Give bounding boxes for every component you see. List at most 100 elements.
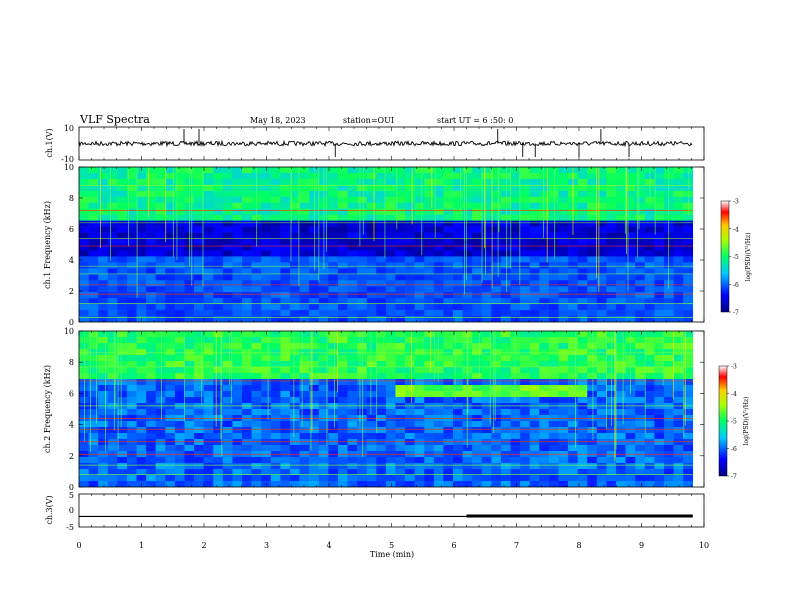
spectrogram-cell xyxy=(174,349,185,356)
spectrogram-cell xyxy=(481,280,492,287)
spectrogram-cell xyxy=(309,208,320,215)
spectrogram-cell xyxy=(337,167,348,174)
spectrogram-cell xyxy=(663,292,674,299)
spectrogram-cell xyxy=(146,256,157,263)
spectrogram-cell xyxy=(357,172,367,180)
ch1-xticks xyxy=(78,127,705,160)
spectrogram-cell xyxy=(174,481,185,487)
spectrogram-cell xyxy=(337,172,348,180)
spectrogram-cell xyxy=(500,280,511,287)
spectrogram-cell xyxy=(529,214,540,221)
spectrogram-cell xyxy=(98,298,109,305)
spectrogram-cell xyxy=(146,292,157,299)
spectrogram-cell xyxy=(424,469,435,476)
spectrogram-cell xyxy=(270,268,281,275)
spectrogram-cell xyxy=(203,232,214,239)
spectrogram-cell xyxy=(481,355,492,362)
spectrogram-cell xyxy=(424,421,435,428)
spectrogram-cell xyxy=(117,202,128,210)
spectrogram-cell xyxy=(548,190,559,198)
spectrogram-cell xyxy=(194,427,204,434)
spectrogram-cell xyxy=(683,385,694,392)
spectrogram-cell xyxy=(453,349,463,356)
spectrogram-cell xyxy=(453,463,463,470)
spectrogram-cell xyxy=(117,379,128,386)
spectrogram-cell xyxy=(174,433,185,440)
spectrogram-cell xyxy=(539,379,550,386)
spectrogram-cell xyxy=(529,316,540,322)
spectrogram-cell xyxy=(596,427,607,434)
spectrogram-cell xyxy=(462,304,473,311)
spectrogram-cell xyxy=(548,457,559,464)
spectrogram-cell xyxy=(366,463,377,470)
spectrogram-cell xyxy=(635,292,646,299)
spectrogram-cell xyxy=(587,286,598,293)
spectrogram-cell xyxy=(433,196,444,204)
spectrogram-cell xyxy=(453,409,463,416)
spectrogram-cell xyxy=(270,172,281,180)
spectrogram-cell xyxy=(155,167,166,174)
spectrogram-cell xyxy=(155,262,166,269)
spectrogram-cell xyxy=(289,256,300,263)
spectrogram-cell xyxy=(107,457,118,464)
spectrogram-cell xyxy=(270,316,281,322)
spectrogram-cell xyxy=(270,337,281,344)
spectrogram-cell xyxy=(146,172,157,180)
spectrogram-cell xyxy=(213,343,224,350)
spectrogram-cell xyxy=(146,167,157,174)
spectrogram-cell xyxy=(318,445,329,452)
spectrogram-cell xyxy=(357,268,367,275)
spectrogram-cell xyxy=(577,238,588,245)
y-tick-label: 10 xyxy=(64,327,74,336)
spectrogram-cell xyxy=(500,439,511,446)
spectrogram-cell xyxy=(558,427,569,434)
spectrogram-cell xyxy=(558,361,569,368)
spectrogram-cell xyxy=(385,457,396,464)
spectrogram-cell xyxy=(644,262,655,269)
spectrogram-cell xyxy=(126,286,137,293)
spectrogram-cell xyxy=(405,226,415,233)
spectrogram-cell xyxy=(194,214,204,221)
spectrogram-cell xyxy=(395,409,406,416)
spectrogram-cell xyxy=(683,361,694,368)
spectrogram-cell xyxy=(472,385,483,392)
spectrogram-cell xyxy=(644,409,655,416)
spectrogram-cell xyxy=(500,298,511,305)
spectrogram-cell xyxy=(232,280,243,287)
spectrogram-cell xyxy=(491,226,502,233)
spectrogram-cell xyxy=(616,196,626,204)
spectrogram-cell xyxy=(213,280,224,287)
spectrogram-cell xyxy=(539,172,550,180)
spectrogram-cell xyxy=(165,337,176,344)
spectrogram-cell xyxy=(433,280,444,287)
spectrogram-cell xyxy=(136,220,147,227)
spectrogram-cell xyxy=(328,214,339,221)
spectrogram-cell xyxy=(500,214,511,221)
spectrogram-cell xyxy=(270,481,281,487)
spectrogram-cell xyxy=(472,469,483,476)
spectrogram-cell xyxy=(472,475,483,482)
spectrogram-cell xyxy=(309,439,320,446)
spectrogram-cell xyxy=(558,274,569,281)
spectrogram-cell xyxy=(481,337,492,344)
spectrogram-cell xyxy=(261,268,272,275)
spectrogram-cell xyxy=(347,361,358,368)
spectrogram-cell xyxy=(606,262,617,269)
spectrogram-cell xyxy=(107,316,118,322)
spectrogram-cell xyxy=(126,463,137,470)
spectrogram-cell xyxy=(347,202,358,210)
spectrogram-cell xyxy=(673,238,684,245)
spectrogram-cell xyxy=(673,232,684,239)
spectrogram-cell xyxy=(222,280,233,287)
spectrogram-cell xyxy=(548,463,559,470)
spectrogram-cell xyxy=(616,268,626,275)
spectrogram-cell xyxy=(433,310,444,317)
spectrogram-cell xyxy=(625,475,636,482)
spectrogram-cell xyxy=(337,331,348,338)
spectrogram-cell xyxy=(126,280,137,287)
spectrogram-cell xyxy=(289,385,300,392)
spectrogram-cell xyxy=(337,349,348,356)
spectrogram-cell xyxy=(596,238,607,245)
spectrogram-cell xyxy=(414,178,425,186)
y-tick-label: 2 xyxy=(69,452,74,461)
